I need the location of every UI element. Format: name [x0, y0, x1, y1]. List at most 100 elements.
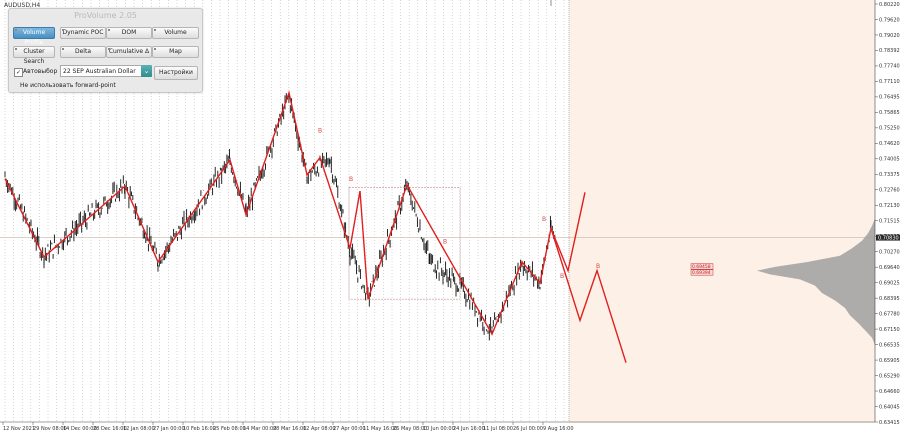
volume-profile-button[interactable]: Volume Profile: [13, 27, 55, 46]
price-tick-label: 0.64045: [879, 404, 900, 410]
forward-point-label: Не использовать forward-point: [20, 82, 116, 89]
button-label: Dynamic POC: [62, 29, 104, 36]
wave-label: B: [596, 263, 600, 270]
instrument-select[interactable]: 22 SEP Australian Dollar: [60, 65, 151, 77]
price-tick-label: 0.73375: [879, 172, 900, 178]
time-tick-label: 26 Jul 00:00: [513, 426, 543, 432]
price-tick-label: 0.64660: [879, 389, 900, 395]
level-box: [690, 263, 714, 270]
button-label: Volume: [164, 29, 187, 36]
time-tick-label: 14 Mar 00:00: [243, 426, 276, 432]
autoselect-label: Автовыбор: [23, 68, 58, 75]
price-tick-label: 0.72760: [879, 188, 900, 194]
time-tick-label: 28 Dec 16:00: [93, 426, 127, 432]
current-price-badge: [876, 234, 900, 241]
time-tick-label: 12 Nov 2021: [3, 426, 35, 432]
price-axis[interactable]: 0.80220 0.79620 0.79020 0.78392 0.77740 0.771…: [874, 0, 900, 435]
forecast-wave-path: [550, 228, 627, 363]
cumulative-delta-button[interactable]: Cumulative Δ: [106, 46, 152, 58]
profile-area: [757, 218, 875, 346]
price-tick-label: 0.67780: [879, 311, 900, 317]
wave-label: B: [443, 238, 447, 245]
wave-labels: B B B B B B: [318, 128, 600, 281]
time-tick-label: 24 Jun 16:00: [453, 426, 485, 432]
price-tick-label: 0.70270: [879, 250, 900, 256]
button-marker-icon: [108, 29, 110, 31]
time-tick-label: 27 Jan 00:00: [153, 426, 185, 432]
forecast-area: [569, 0, 875, 423]
price-tick-label: 0.72130: [879, 203, 900, 209]
button-marker-icon: [62, 48, 64, 50]
price-tick-label: 0.71515: [879, 219, 900, 225]
price-tick-label: 0.79020: [879, 33, 900, 39]
button-label: Cumulative Δ: [108, 48, 150, 55]
price-tick-label: 0.65905: [879, 358, 900, 364]
button-label: Delta: [74, 48, 91, 55]
dom-button[interactable]: DOM: [106, 27, 152, 39]
wave-lines: [4, 90, 627, 363]
price-tick-label: 0.74005: [879, 157, 900, 163]
price-tick-label: 0.80220: [879, 2, 900, 8]
button-label: Volume Profile: [22, 29, 46, 46]
wave-label: B: [318, 128, 322, 135]
button-marker-icon: [154, 29, 156, 31]
price-tick-label: 0.79620: [879, 17, 900, 23]
time-tick-label: 28 Mar 16:00: [273, 426, 306, 432]
price-tick-label: 0.75865: [879, 110, 900, 116]
time-tick-label: 12 Jan 08:00: [123, 426, 155, 432]
chevron-down-icon[interactable]: ⌄: [141, 65, 152, 77]
time-tick-label: 11 Jul 08:00: [483, 426, 513, 432]
autoselect-checkbox[interactable]: ✓: [14, 68, 23, 77]
current-price-label: 0.70830: [878, 235, 899, 241]
map-button[interactable]: Map: [152, 46, 199, 58]
cluster-search-button[interactable]: Cluster Search: [13, 46, 55, 65]
price-tick-label: 0.75250: [879, 126, 900, 132]
price-tick-label: 0.76495: [879, 95, 900, 101]
button-marker-icon: [108, 48, 110, 50]
time-tick-label: 14 Dec 00:00: [63, 426, 97, 432]
volume-profile: [757, 218, 875, 346]
price-tick-label: 0.74620: [879, 141, 900, 147]
time-tick-label: 29 Nov 08:00: [33, 426, 67, 432]
delta-button[interactable]: Delta: [60, 46, 106, 58]
price-tick-label: 0.63415: [879, 420, 900, 426]
time-tick-label: 25 Feb 08:00: [213, 426, 246, 432]
price-tick-label: 0.78392: [879, 48, 900, 54]
time-tick-label: 26 May 08:00: [393, 426, 427, 432]
vertical-grid: [4, 0, 570, 422]
button-marker-icon: [15, 29, 17, 31]
time-tick-label: 12 Apr 08:00: [303, 426, 336, 432]
dynamic-poc-button[interactable]: Dynamic POC: [60, 27, 106, 39]
price-tick-label: 0.77110: [879, 79, 900, 85]
level-box: [690, 269, 714, 276]
range-box: [348, 187, 461, 300]
button-label: Cluster Search: [23, 48, 45, 65]
time-tick-label: 9 Aug 16:00: [543, 426, 574, 432]
price-tick-label: 0.77740: [879, 64, 900, 70]
time-tick-label: 27 Apr 00:00: [333, 426, 366, 432]
button-marker-icon: [154, 48, 156, 50]
wave-label: B: [349, 176, 353, 183]
range-rectangle: [348, 187, 461, 300]
level-label: 0.69394: [692, 270, 711, 276]
provolume-panel: ProVolume 2.05 Volume Profile Dynamic PO…: [8, 8, 203, 93]
button-label: Map: [169, 48, 182, 55]
price-tick-label: 0.69640: [879, 265, 900, 271]
symbol-label: AUDUSD,H4: [4, 2, 41, 9]
time-tick-label: 10 Feb 16:00: [183, 426, 216, 432]
button-marker-icon: [62, 29, 64, 31]
panel-title: ProVolume 2.05: [74, 11, 137, 20]
price-tick-label: 0.68395: [879, 296, 900, 302]
price-tick-label: 0.69025: [879, 281, 900, 287]
price-tick-label: 0.67150: [879, 327, 900, 333]
price-tick-label: 0.66535: [879, 342, 900, 348]
time-tick-label: 11 May 16:00: [363, 426, 397, 432]
settings-button[interactable]: Настройки: [154, 66, 198, 80]
level-label: 0.69458: [692, 264, 711, 270]
volume-button[interactable]: Volume: [152, 27, 199, 39]
time-tick-label: 10 Jun 00:00: [423, 426, 455, 432]
button-label: DOM: [121, 29, 137, 36]
